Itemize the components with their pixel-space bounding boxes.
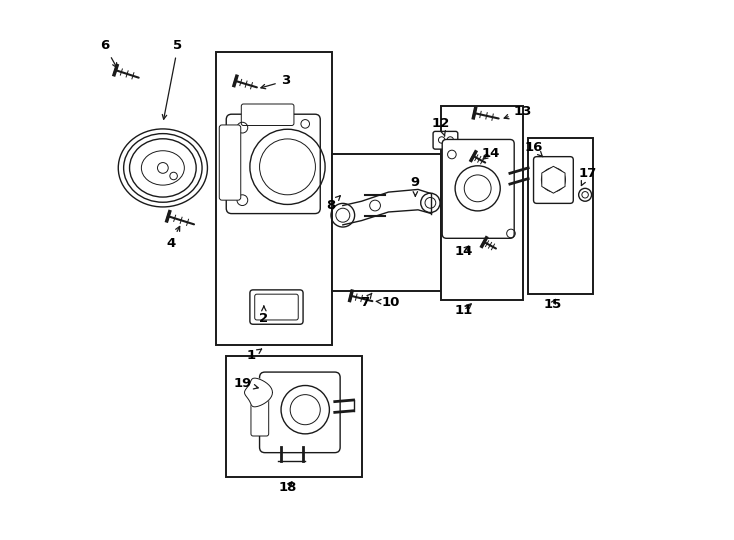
Text: 14: 14 [454, 245, 473, 258]
Ellipse shape [118, 129, 208, 207]
Text: 1: 1 [247, 349, 261, 362]
Text: 9: 9 [411, 177, 420, 196]
Bar [528, 138, 592, 294]
Text: 16: 16 [524, 141, 543, 157]
FancyBboxPatch shape [219, 125, 241, 200]
Text: 8: 8 [326, 195, 341, 212]
FancyBboxPatch shape [250, 290, 303, 324]
Text: 10: 10 [376, 296, 400, 309]
Text: 6: 6 [101, 39, 117, 68]
Bar [332, 154, 441, 292]
Ellipse shape [142, 151, 184, 185]
Polygon shape [244, 378, 272, 407]
Text: 19: 19 [233, 377, 258, 390]
FancyBboxPatch shape [442, 139, 515, 238]
Text: 7: 7 [360, 293, 372, 309]
Text: 17: 17 [578, 167, 597, 186]
FancyBboxPatch shape [251, 392, 269, 436]
Text: 2: 2 [259, 306, 269, 325]
FancyBboxPatch shape [534, 157, 573, 204]
Bar [226, 356, 362, 477]
FancyBboxPatch shape [255, 294, 298, 320]
Text: 3: 3 [261, 75, 290, 89]
Ellipse shape [123, 133, 202, 202]
Text: 11: 11 [454, 304, 473, 317]
FancyBboxPatch shape [226, 114, 320, 214]
Text: 18: 18 [278, 481, 297, 494]
Text: 15: 15 [543, 299, 562, 312]
Text: 5: 5 [162, 39, 183, 119]
Bar [441, 106, 523, 300]
Text: 12: 12 [432, 117, 450, 136]
FancyBboxPatch shape [241, 104, 294, 125]
FancyBboxPatch shape [433, 131, 458, 149]
Text: 13: 13 [504, 105, 532, 119]
Text: 4: 4 [167, 226, 180, 249]
FancyBboxPatch shape [260, 372, 340, 453]
Bar [216, 52, 332, 345]
Text: 14: 14 [482, 147, 500, 160]
Ellipse shape [129, 139, 196, 197]
